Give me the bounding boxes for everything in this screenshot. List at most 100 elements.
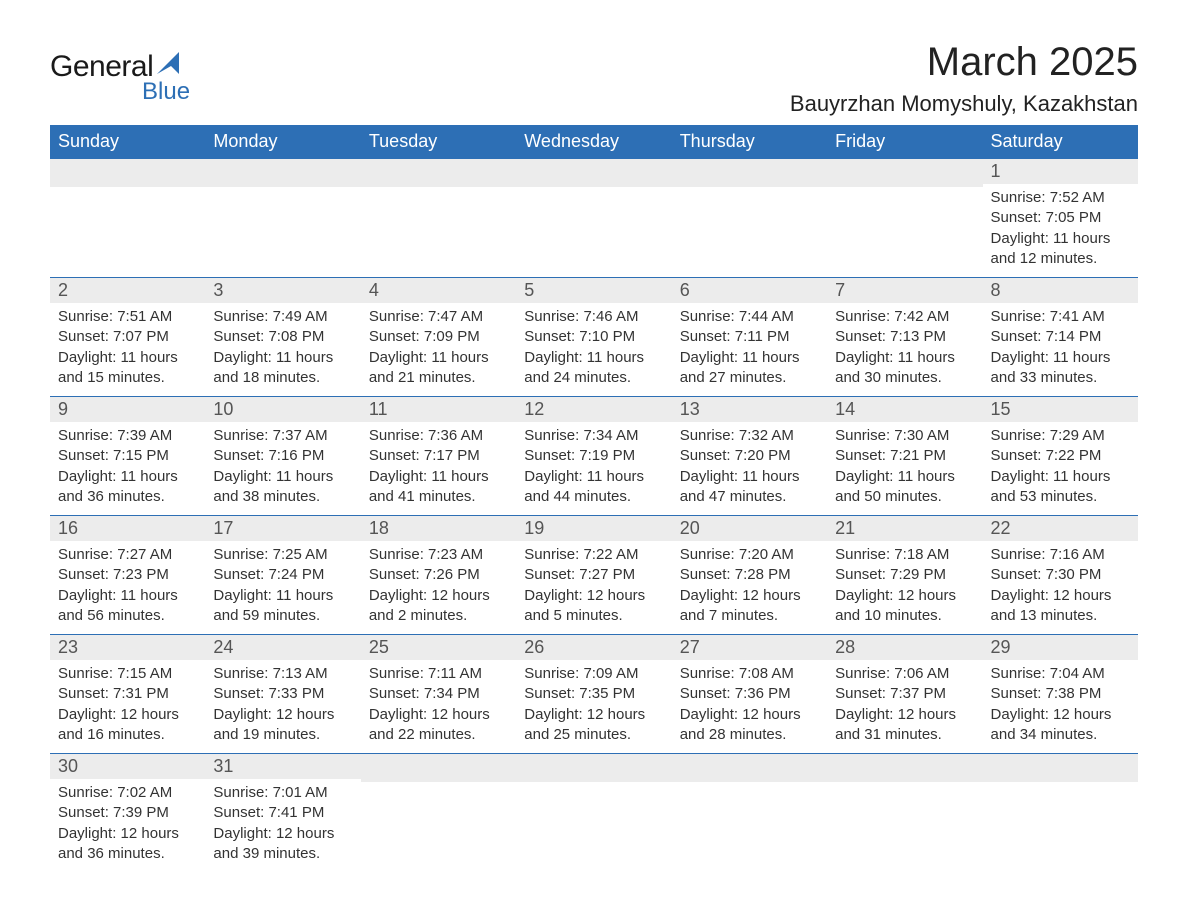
brand-word2: Blue — [142, 78, 190, 106]
daylight-line1: Daylight: 11 hours — [680, 467, 819, 487]
day-content: Sunrise: 7:23 AMSunset: 7:26 PMDaylight:… — [361, 541, 516, 634]
sunset-text: Sunset: 7:07 PM — [58, 327, 197, 347]
calendar-cell: 22Sunrise: 7:16 AMSunset: 7:30 PMDayligh… — [983, 516, 1138, 635]
calendar-cell: 29Sunrise: 7:04 AMSunset: 7:38 PMDayligh… — [983, 635, 1138, 754]
daylight-line2: and 19 minutes. — [213, 725, 352, 745]
calendar-cell — [50, 159, 205, 278]
sunset-text: Sunset: 7:16 PM — [213, 446, 352, 466]
daylight-line2: and 10 minutes. — [835, 606, 974, 626]
sunset-text: Sunset: 7:08 PM — [213, 327, 352, 347]
day-number-empty — [827, 159, 982, 187]
daylight-line2: and 41 minutes. — [369, 487, 508, 507]
day-content: Sunrise: 7:11 AMSunset: 7:34 PMDaylight:… — [361, 660, 516, 753]
calendar-cell: 18Sunrise: 7:23 AMSunset: 7:26 PMDayligh… — [361, 516, 516, 635]
day-content: Sunrise: 7:01 AMSunset: 7:41 PMDaylight:… — [205, 779, 360, 872]
brand-word1: General — [50, 50, 153, 84]
daylight-line2: and 36 minutes. — [58, 487, 197, 507]
daylight-line2: and 16 minutes. — [58, 725, 197, 745]
daylight-line2: and 5 minutes. — [524, 606, 663, 626]
daylight-line1: Daylight: 12 hours — [369, 586, 508, 606]
day-number-empty — [983, 754, 1138, 782]
day-number: 18 — [361, 516, 516, 541]
day-number: 3 — [205, 278, 360, 303]
daylight-line2: and 7 minutes. — [680, 606, 819, 626]
sunset-text: Sunset: 7:22 PM — [991, 446, 1130, 466]
calendar-cell: 2Sunrise: 7:51 AMSunset: 7:07 PMDaylight… — [50, 278, 205, 397]
daylight-line1: Daylight: 11 hours — [835, 467, 974, 487]
sunrise-text: Sunrise: 7:36 AM — [369, 426, 508, 446]
calendar-cell — [361, 159, 516, 278]
calendar-cell: 27Sunrise: 7:08 AMSunset: 7:36 PMDayligh… — [672, 635, 827, 754]
sunset-text: Sunset: 7:14 PM — [991, 327, 1130, 347]
day-number: 8 — [983, 278, 1138, 303]
day-number-empty — [516, 754, 671, 782]
day-number: 7 — [827, 278, 982, 303]
sunset-text: Sunset: 7:30 PM — [991, 565, 1130, 585]
sunrise-text: Sunrise: 7:34 AM — [524, 426, 663, 446]
calendar-cell: 13Sunrise: 7:32 AMSunset: 7:20 PMDayligh… — [672, 397, 827, 516]
day-number-empty — [361, 159, 516, 187]
day-content: Sunrise: 7:20 AMSunset: 7:28 PMDaylight:… — [672, 541, 827, 634]
calendar-cell: 21Sunrise: 7:18 AMSunset: 7:29 PMDayligh… — [827, 516, 982, 635]
daylight-line1: Daylight: 12 hours — [58, 705, 197, 725]
daylight-line1: Daylight: 12 hours — [213, 705, 352, 725]
calendar-cell: 3Sunrise: 7:49 AMSunset: 7:08 PMDaylight… — [205, 278, 360, 397]
calendar-cell — [516, 754, 671, 873]
day-number: 20 — [672, 516, 827, 541]
brand-logo: General Blue — [50, 50, 190, 106]
calendar-cell: 6Sunrise: 7:44 AMSunset: 7:11 PMDaylight… — [672, 278, 827, 397]
day-content: Sunrise: 7:49 AMSunset: 7:08 PMDaylight:… — [205, 303, 360, 396]
day-number: 4 — [361, 278, 516, 303]
sunrise-text: Sunrise: 7:25 AM — [213, 545, 352, 565]
daylight-line1: Daylight: 11 hours — [58, 586, 197, 606]
sunrise-text: Sunrise: 7:49 AM — [213, 307, 352, 327]
calendar-body: 1Sunrise: 7:52 AMSunset: 7:05 PMDaylight… — [50, 159, 1138, 873]
day-content: Sunrise: 7:42 AMSunset: 7:13 PMDaylight:… — [827, 303, 982, 396]
sunrise-text: Sunrise: 7:41 AM — [991, 307, 1130, 327]
day-number: 12 — [516, 397, 671, 422]
calendar-cell: 9Sunrise: 7:39 AMSunset: 7:15 PMDaylight… — [50, 397, 205, 516]
day-content: Sunrise: 7:37 AMSunset: 7:16 PMDaylight:… — [205, 422, 360, 515]
calendar-row: 9Sunrise: 7:39 AMSunset: 7:15 PMDaylight… — [50, 397, 1138, 516]
daylight-line2: and 53 minutes. — [991, 487, 1130, 507]
day-content: Sunrise: 7:16 AMSunset: 7:30 PMDaylight:… — [983, 541, 1138, 634]
day-content: Sunrise: 7:30 AMSunset: 7:21 PMDaylight:… — [827, 422, 982, 515]
day-number: 13 — [672, 397, 827, 422]
sunset-text: Sunset: 7:21 PM — [835, 446, 974, 466]
day-content: Sunrise: 7:34 AMSunset: 7:19 PMDaylight:… — [516, 422, 671, 515]
daylight-line2: and 59 minutes. — [213, 606, 352, 626]
sunrise-text: Sunrise: 7:20 AM — [680, 545, 819, 565]
day-number-empty — [672, 159, 827, 187]
sunrise-text: Sunrise: 7:15 AM — [58, 664, 197, 684]
weekday-header: Tuesday — [361, 125, 516, 159]
calendar-table: SundayMondayTuesdayWednesdayThursdayFrid… — [50, 125, 1138, 872]
day-number-empty — [672, 754, 827, 782]
daylight-line1: Daylight: 12 hours — [835, 586, 974, 606]
calendar-cell: 26Sunrise: 7:09 AMSunset: 7:35 PMDayligh… — [516, 635, 671, 754]
daylight-line2: and 22 minutes. — [369, 725, 508, 745]
day-number: 26 — [516, 635, 671, 660]
day-number: 22 — [983, 516, 1138, 541]
day-number: 15 — [983, 397, 1138, 422]
daylight-line1: Daylight: 11 hours — [991, 229, 1130, 249]
daylight-line1: Daylight: 11 hours — [369, 467, 508, 487]
day-number-empty — [827, 754, 982, 782]
day-content: Sunrise: 7:13 AMSunset: 7:33 PMDaylight:… — [205, 660, 360, 753]
day-content: Sunrise: 7:27 AMSunset: 7:23 PMDaylight:… — [50, 541, 205, 634]
calendar-cell — [205, 159, 360, 278]
sunset-text: Sunset: 7:26 PM — [369, 565, 508, 585]
sunrise-text: Sunrise: 7:11 AM — [369, 664, 508, 684]
sunset-text: Sunset: 7:34 PM — [369, 684, 508, 704]
sunset-text: Sunset: 7:15 PM — [58, 446, 197, 466]
daylight-line2: and 38 minutes. — [213, 487, 352, 507]
sunset-text: Sunset: 7:36 PM — [680, 684, 819, 704]
day-number: 25 — [361, 635, 516, 660]
calendar-cell — [827, 754, 982, 873]
sunset-text: Sunset: 7:20 PM — [680, 446, 819, 466]
daylight-line2: and 31 minutes. — [835, 725, 974, 745]
sunrise-text: Sunrise: 7:52 AM — [991, 188, 1130, 208]
daylight-line2: and 56 minutes. — [58, 606, 197, 626]
weekday-header: Wednesday — [516, 125, 671, 159]
daylight-line2: and 27 minutes. — [680, 368, 819, 388]
daylight-line1: Daylight: 11 hours — [991, 467, 1130, 487]
